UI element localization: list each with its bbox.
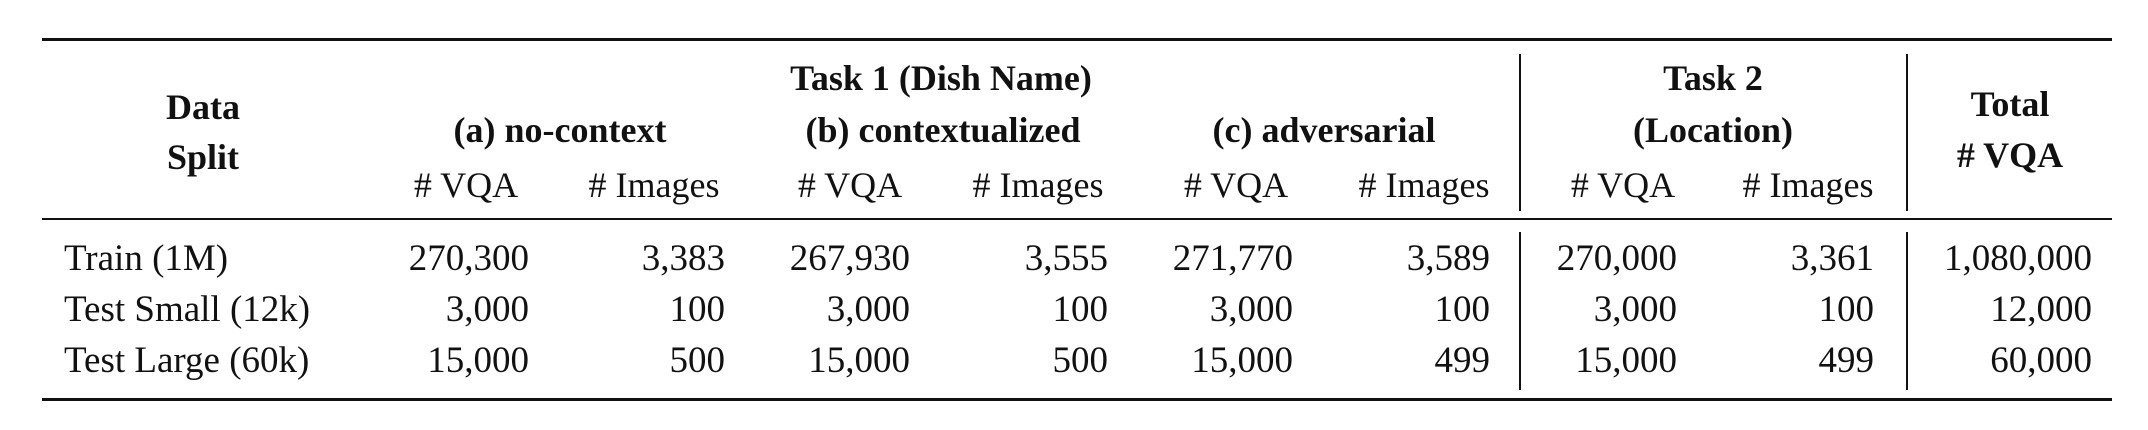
cell-task2-images: 100 [1818,289,1875,330]
cell-a-images: 100 [669,289,726,330]
cell-c-images: 3,589 [1406,238,1490,279]
separator-task1-task2-body [1519,232,1521,390]
row-label: Train (1M) [64,238,229,279]
cell-b-images: 500 [1052,340,1109,381]
cell-c-images: 100 [1434,289,1491,330]
subheader-vqa-task2: # VQA [1570,165,1676,205]
subheader-vqa-c: # VQA [1183,165,1289,205]
header-task2-line1: Task 2 [1663,58,1763,98]
separator-task2-total-body [1906,232,1908,390]
cell-b-images: 100 [1052,289,1109,330]
cell-c-vqa: 15,000 [1191,340,1293,381]
cell-a-images: 3,383 [641,238,725,279]
header-group-adversarial: (c) adversarial [1212,110,1436,150]
header-group-no-context: (a) no-context [453,110,667,150]
cell-task2-images: 499 [1818,340,1875,381]
row-label: Test Large (60k) [64,340,310,381]
cell-task2-images: 3,361 [1790,238,1874,279]
top-rule [42,38,2112,41]
header-group-contextualized: (b) contextualized [805,110,1081,150]
separator-task2-total-header [1906,54,1908,211]
bottom-rule [42,398,2112,401]
cell-c-vqa: 3,000 [1209,289,1293,330]
cell-task2-vqa: 3,000 [1593,289,1677,330]
cell-a-vqa: 15,000 [427,340,529,381]
subheader-images-a: # Images [588,165,720,205]
header-total-line2: # VQA [1956,135,2064,175]
cell-b-images: 3,555 [1024,238,1108,279]
cell-a-vqa: 3,000 [445,289,529,330]
cell-c-vqa: 271,770 [1172,238,1293,279]
cell-b-vqa: 3,000 [826,289,910,330]
header-task1-title: Task 1 (Dish Name) [790,58,1092,98]
cell-b-vqa: 15,000 [808,340,910,381]
header-data-split-line1: Data [166,87,240,127]
row-label: Test Small (12k) [64,289,311,330]
cell-task2-vqa: 270,000 [1556,238,1677,279]
header-data-split-line2: Split [166,137,240,177]
subheader-vqa-a: # VQA [413,165,519,205]
cell-a-images: 500 [669,340,726,381]
cell-b-vqa: 267,930 [789,238,910,279]
separator-task1-task2-header [1519,54,1521,211]
mid-rule [42,218,2112,220]
cell-total: 60,000 [1990,340,2092,381]
subheader-images-task2: # Images [1742,165,1874,205]
cell-total: 12,000 [1990,289,2092,330]
cell-task2-vqa: 15,000 [1575,340,1677,381]
cell-a-vqa: 270,300 [408,238,529,279]
header-task2-line2: (Location) [1633,110,1793,150]
header-total-line1: Total [1970,84,2050,124]
subheader-vqa-b: # VQA [797,165,903,205]
subheader-images-c: # Images [1358,165,1490,205]
cell-total: 1,080,000 [1944,238,2092,279]
subheader-images-b: # Images [972,165,1104,205]
cell-c-images: 499 [1434,340,1491,381]
